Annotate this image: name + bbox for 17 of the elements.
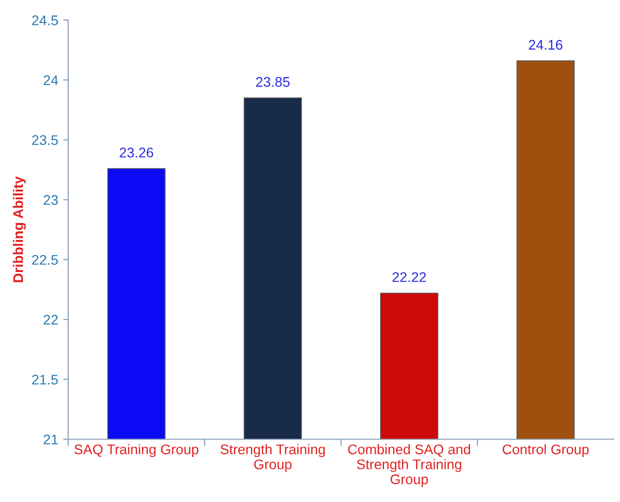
y-axis-title: Dribbling Ability [12, 176, 26, 282]
data-label: 23.85 [256, 77, 290, 87]
y-tick-label: 23 [44, 195, 58, 205]
y-tick-label: 24.5 [32, 15, 58, 26]
x-tick-label: Combined SAQ and Strength Training Group [348, 444, 470, 487]
y-tick-label: 21.5 [32, 374, 58, 385]
y-tick-label: 23.5 [32, 135, 58, 146]
x-tick-label: Control Group [502, 444, 589, 458]
data-label: 23.26 [120, 148, 154, 158]
y-tick-label: 22 [44, 314, 58, 325]
x-tick-label: Strength Training Group [220, 444, 325, 472]
y-tick-label: 21 [44, 434, 58, 444]
x-tick-label: SAQ Training Group [74, 444, 198, 458]
y-tick-label: 22.5 [32, 254, 58, 265]
data-label: 22.22 [392, 272, 426, 282]
data-label: 24.16 [528, 40, 562, 50]
y-tick-label: 24 [44, 75, 58, 85]
